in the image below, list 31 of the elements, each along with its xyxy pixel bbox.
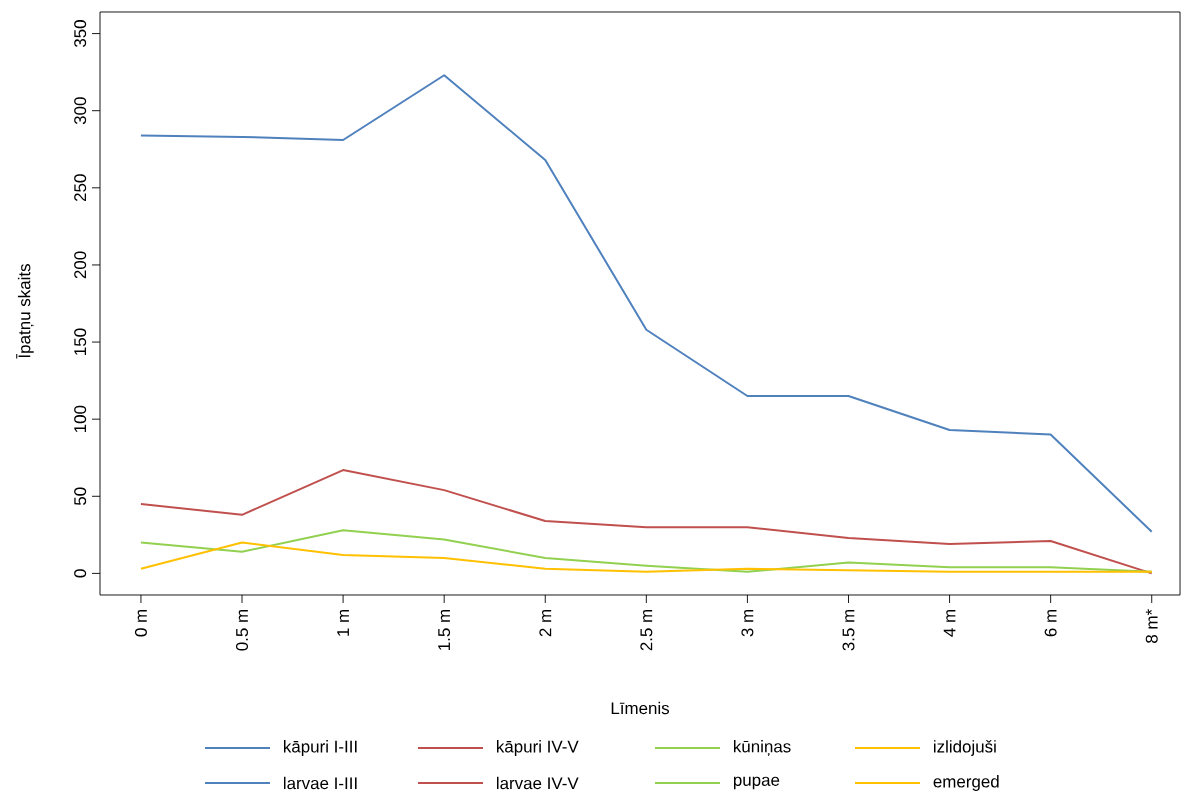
- x-tick-label: 3 m: [741, 609, 754, 637]
- y-tick-label: 200: [74, 251, 87, 279]
- y-tick-label: 100: [74, 405, 87, 432]
- line-series: [139, 469, 1153, 575]
- y-tick-label: 350: [74, 20, 87, 48]
- y-tick-label: 0: [74, 569, 87, 578]
- line-series: [139, 74, 1153, 533]
- legend-label: kāpuri IV-V: [496, 740, 579, 756]
- text: larvae IV-V: [496, 776, 579, 790]
- y-tick-label: 250: [74, 174, 87, 202]
- text: larvae I-III: [283, 776, 357, 790]
- x-tick-label: 1 m: [337, 609, 349, 636]
- legend-label: izlidojuši: [934, 740, 996, 756]
- y-tick-label: 50: [74, 487, 87, 506]
- x-tick-label: 1.5 m: [438, 609, 451, 650]
- legend-label: kāpuri I-III: [283, 740, 357, 756]
- x-tick-label: 3.5 m: [842, 609, 855, 651]
- x-axis-title: Līmenis: [611, 701, 670, 715]
- x-tick-label: 2 m: [539, 609, 552, 637]
- y-tick-label: 150: [74, 328, 87, 355]
- x-tick-label: 0 m: [134, 609, 147, 637]
- x-tick-label: 4 m: [943, 609, 956, 637]
- legend-label: kūniņas: [733, 740, 791, 756]
- text: pupae: [733, 776, 780, 790]
- text: emerged: [933, 775, 999, 791]
- x-tick-label: 8 m*: [1145, 609, 1158, 643]
- y-axis-title: Īpatņu skaits: [16, 264, 34, 359]
- y-tick-label: 300: [74, 97, 87, 125]
- x-tick-label: 6 m: [1044, 609, 1057, 637]
- x-tick-label: 2.5 m: [640, 609, 653, 651]
- x-tick-label: 0.5 m: [236, 609, 249, 651]
